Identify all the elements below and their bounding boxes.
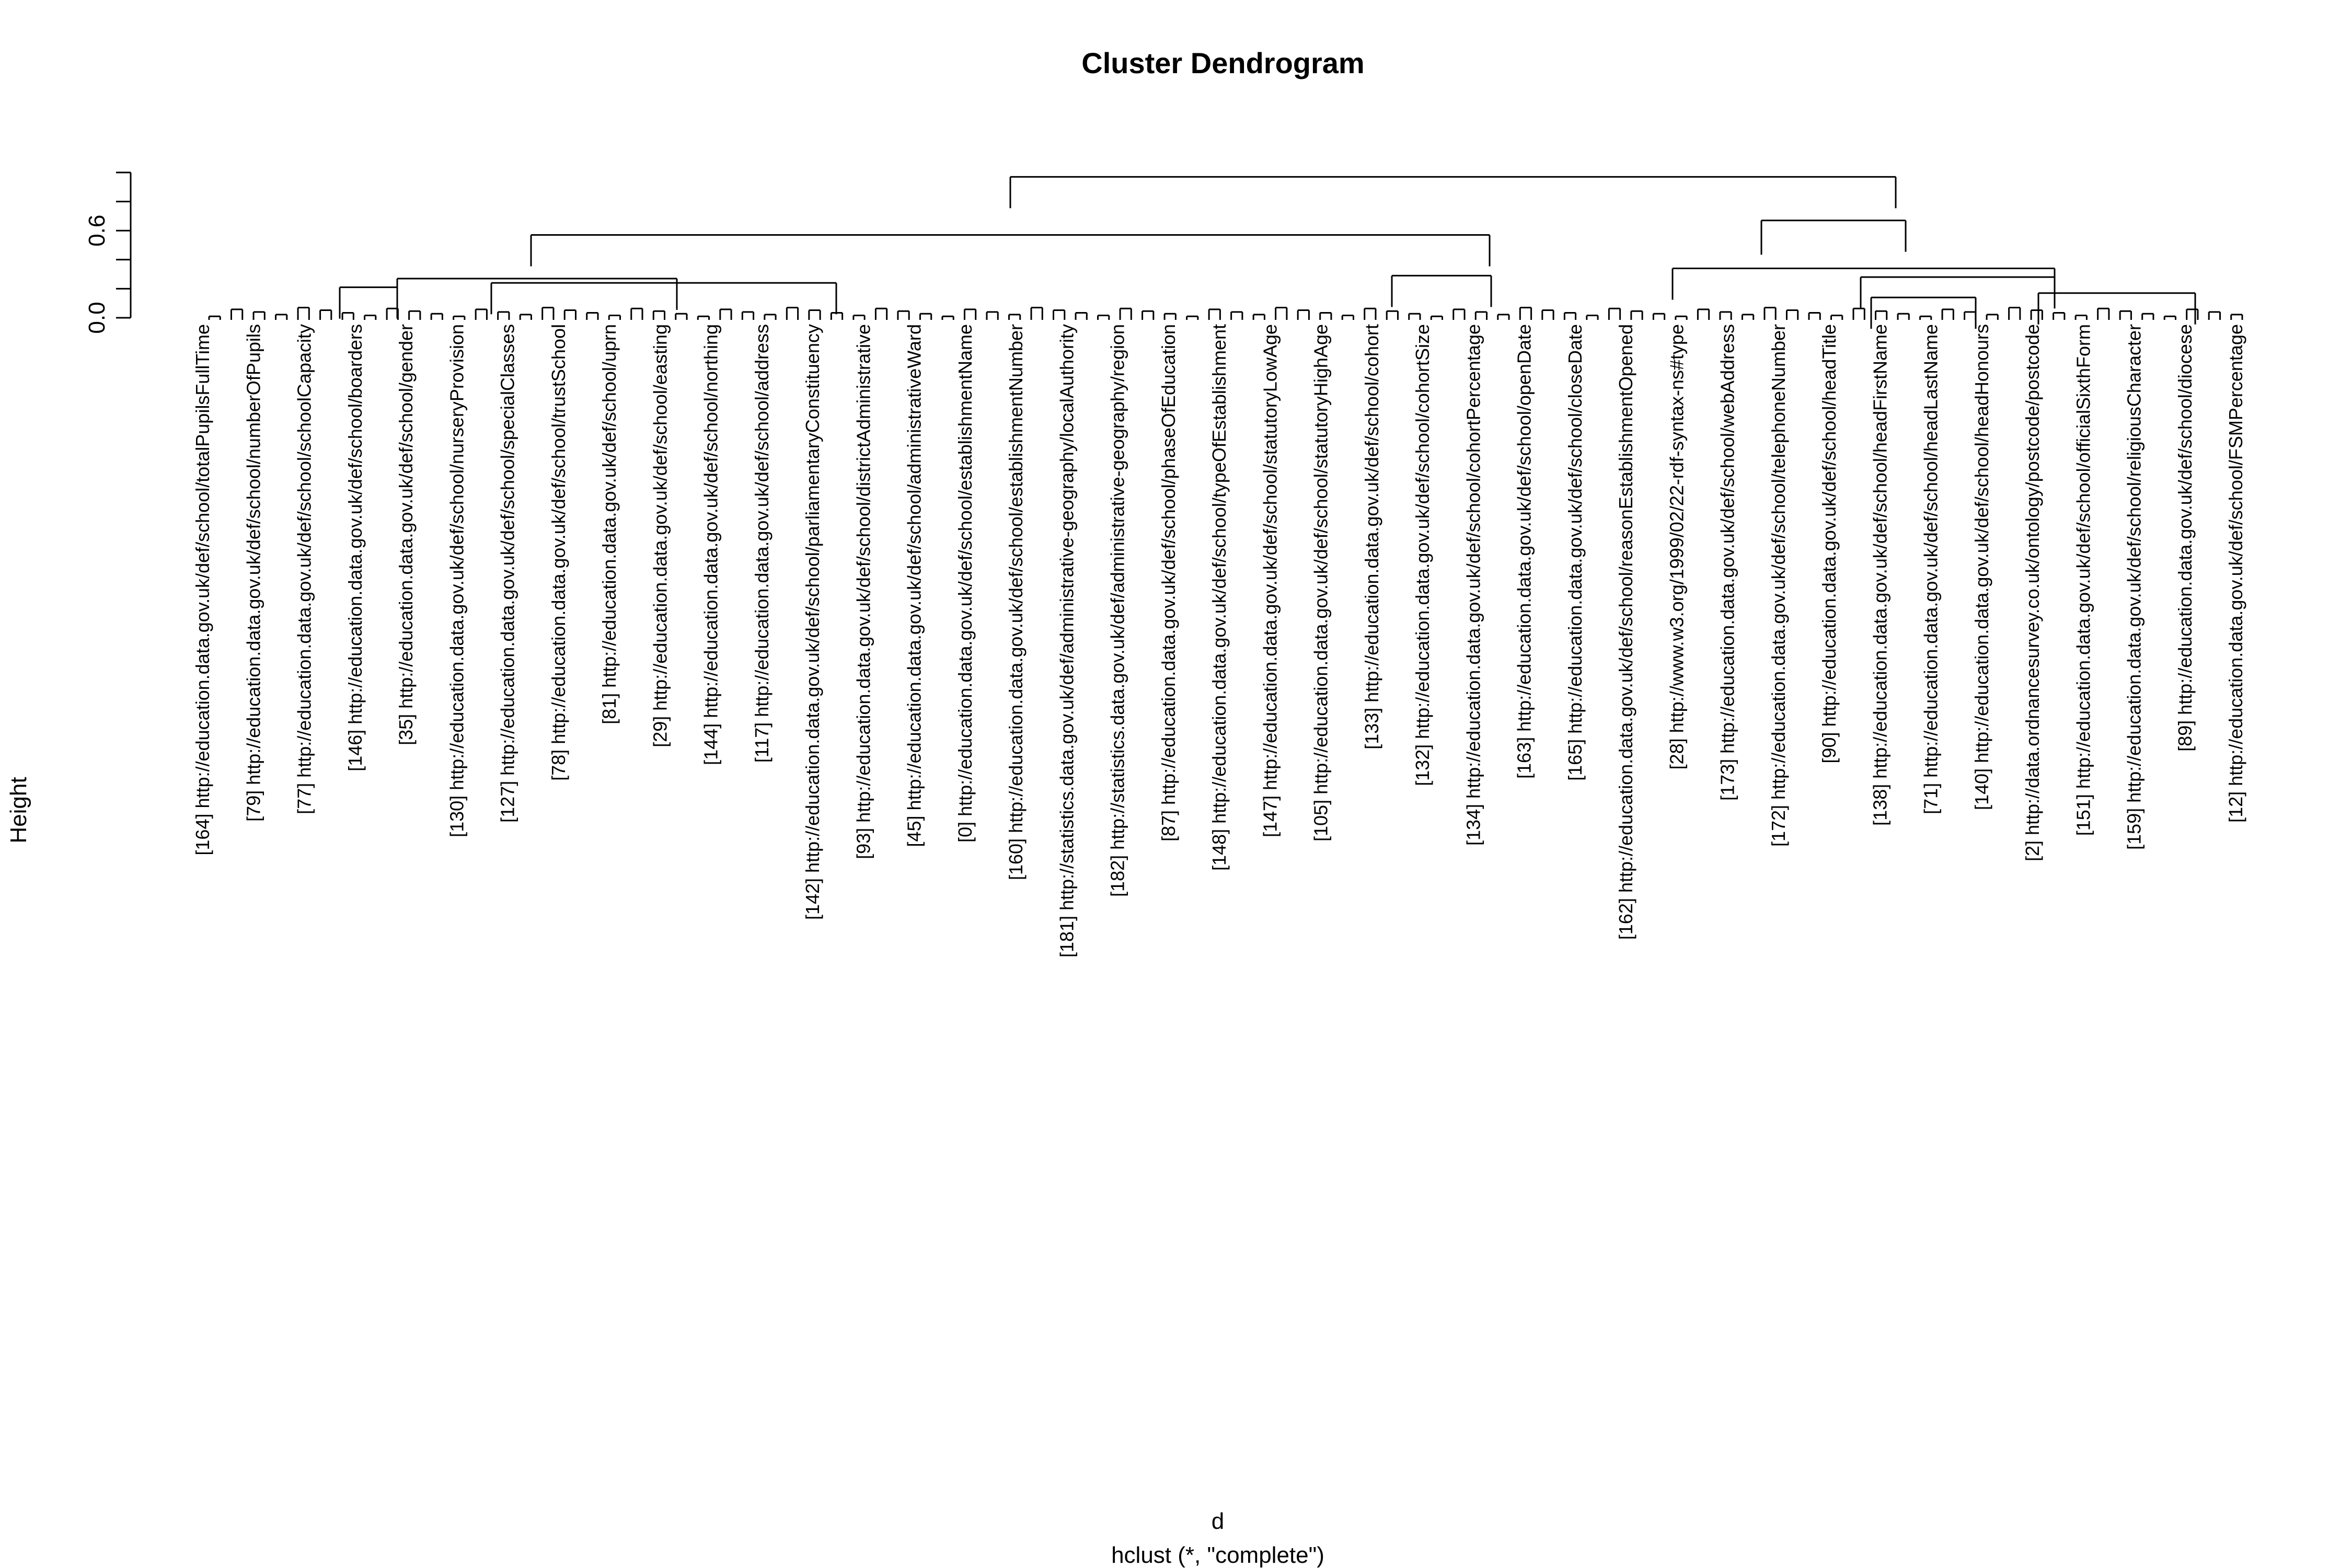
- leaf-label: [132] http://education.data.gov.uk/def/s…: [1412, 324, 1433, 786]
- y-tick-label: 0.0: [84, 302, 110, 333]
- dendrogram-tree: [208, 176, 2243, 329]
- leaf-label: [71] http://education.data.gov.uk/def/sc…: [1920, 324, 1942, 814]
- leaf-label: [142] http://education.data.gov.uk/def/s…: [802, 324, 823, 920]
- leaf-label: [45] http://education.data.gov.uk/def/sc…: [904, 324, 925, 847]
- leaf-label: [140] http://education.data.gov.uk/def/s…: [1971, 324, 1992, 810]
- leaf-label: [182] http://statistics.data.gov.uk/def/…: [1107, 324, 1128, 897]
- leaf-label: [144] http://education.data.gov.uk/def/s…: [700, 324, 722, 765]
- y-axis-label: Height: [6, 777, 31, 843]
- leaf-label: [159] http://education.data.gov.uk/def/s…: [2124, 324, 2145, 850]
- leaf-label: [146] http://education.data.gov.uk/def/s…: [344, 324, 366, 771]
- leaf-label: [35] http://education.data.gov.uk/def/sc…: [395, 324, 417, 745]
- leaf-label: [133] http://education.data.gov.uk/def/s…: [1361, 324, 1382, 750]
- leaf-label: [93] http://education.data.gov.uk/def/sc…: [852, 324, 874, 859]
- leaf-label: [0] http://education.data.gov.uk/def/sch…: [954, 324, 976, 843]
- leaf-label: [151] http://education.data.gov.uk/def/s…: [2072, 324, 2094, 836]
- leaf-label: [148] http://education.data.gov.uk/def/s…: [1208, 324, 1230, 871]
- leaf-labels: [164] http://education.data.gov.uk/def/s…: [192, 324, 2246, 958]
- leaf-label: [105] http://education.data.gov.uk/def/s…: [1310, 324, 1332, 841]
- leaf-label: [79] http://education.data.gov.uk/def/sc…: [243, 324, 264, 822]
- leaf-label: [87] http://education.data.gov.uk/def/sc…: [1158, 324, 1179, 841]
- leaf-label: [89] http://education.data.gov.uk/def/sc…: [2174, 324, 2196, 752]
- leaf-label: [172] http://education.data.gov.uk/def/s…: [1768, 324, 1789, 847]
- leaf-label: [160] http://education.data.gov.uk/def/s…: [1005, 324, 1027, 880]
- x-axis-label: d: [1212, 1508, 1224, 1534]
- leaf-label: [29] http://education.data.gov.uk/def/sc…: [649, 324, 671, 747]
- leaf-label: [138] http://education.data.gov.uk/def/s…: [1869, 324, 1890, 826]
- y-axis: 0.0 0.6: [84, 171, 132, 334]
- leaf-label: [130] http://education.data.gov.uk/def/s…: [446, 324, 467, 837]
- leaf-label: [77] http://education.data.gov.uk/def/sc…: [294, 324, 315, 814]
- y-tick-label: 0.6: [84, 215, 110, 247]
- leaf-label: [2] http://data.ordnancesurvey.co.uk/ont…: [2022, 324, 2043, 861]
- leaf-label: [173] http://education.data.gov.uk/def/s…: [1717, 324, 1738, 801]
- leaf-label: [127] http://education.data.gov.uk/def/s…: [497, 324, 518, 823]
- leaf-label: [147] http://education.data.gov.uk/def/s…: [1259, 324, 1281, 837]
- leaf-label: [81] http://education.data.gov.uk/def/sc…: [598, 324, 620, 724]
- y-ticks: 0.0 0.6: [84, 171, 131, 334]
- leaf-label: [181] http://statistics.data.gov.uk/def/…: [1056, 324, 1077, 958]
- leaf-label: [134] http://education.data.gov.uk/def/s…: [1462, 324, 1484, 846]
- leaf-label: [164] http://education.data.gov.uk/def/s…: [192, 324, 213, 856]
- leaf-label: [90] http://education.data.gov.uk/def/sc…: [1818, 324, 1840, 764]
- method-label: hclust (*, "complete"): [1111, 1542, 1324, 1568]
- leaf-label: [163] http://education.data.gov.uk/def/s…: [1514, 324, 1535, 779]
- chart-title: Cluster Dendrogram: [1081, 47, 1364, 79]
- leaf-label: [117] http://education.data.gov.uk/def/s…: [751, 324, 773, 763]
- leaf-label: [12] http://education.data.gov.uk/def/sc…: [2225, 324, 2246, 823]
- leaf-label: [165] http://education.data.gov.uk/def/s…: [1564, 324, 1586, 781]
- leaf-label: [162] http://education.data.gov.uk/def/s…: [1615, 324, 1636, 940]
- leaf-label: [78] http://education.data.gov.uk/def/sc…: [548, 324, 569, 781]
- leaf-label: [28] http://www.w3.org/1999/02/22-rdf-sy…: [1666, 324, 1687, 769]
